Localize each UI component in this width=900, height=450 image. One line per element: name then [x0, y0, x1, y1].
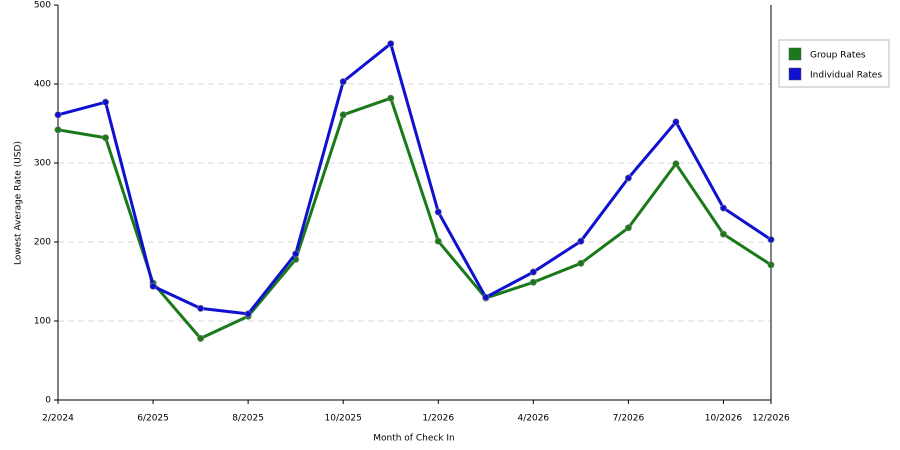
point	[244, 310, 252, 318]
point	[102, 134, 110, 142]
point	[529, 278, 537, 286]
point	[339, 78, 347, 86]
point	[719, 204, 727, 212]
legend-label: Group Rates	[810, 51, 866, 61]
y-axis-label: Lowest Average Rate (USD)	[14, 141, 24, 265]
legend-label: Individual Rates	[810, 71, 882, 81]
plot-frame	[57, 5, 772, 401]
point	[624, 224, 632, 232]
point	[102, 98, 110, 106]
legend-swatch	[788, 67, 802, 81]
x-tick-label: 6/2025	[137, 414, 169, 424]
point	[197, 304, 205, 312]
y-tick-label: 400	[34, 80, 51, 90]
point	[529, 268, 537, 276]
y-tick-label: 200	[34, 238, 51, 248]
legend-swatch	[788, 47, 802, 61]
point	[577, 259, 585, 267]
point	[672, 160, 680, 168]
y-tick-label: 500	[34, 1, 51, 11]
series-line	[57, 96, 772, 340]
x-tick-label: 4/2026	[517, 414, 549, 424]
point	[54, 111, 62, 119]
y-tick-label: 100	[34, 317, 51, 327]
point	[719, 230, 727, 238]
y-tick-label: 0	[45, 396, 51, 406]
point	[149, 282, 157, 290]
y-tick-label: 300	[34, 159, 51, 169]
point	[482, 293, 490, 301]
x-axis-label: Month of Check In	[373, 434, 455, 444]
point	[197, 334, 205, 342]
point	[767, 261, 775, 269]
x-tick-label: 12/2026	[752, 414, 790, 424]
point	[54, 126, 62, 134]
point	[577, 237, 585, 245]
point	[387, 40, 395, 48]
series-line	[57, 42, 772, 316]
point	[767, 236, 775, 244]
point	[672, 118, 680, 126]
point	[434, 208, 442, 216]
point	[624, 174, 632, 182]
x-tick-label: 10/2025	[325, 414, 362, 424]
x-tick-label: 2/2024	[42, 414, 74, 424]
point	[434, 237, 442, 245]
x-tick-label: 1/2026	[422, 414, 454, 424]
point	[292, 250, 300, 258]
point	[387, 94, 395, 102]
x-tick-label: 10/2026	[705, 414, 743, 424]
point	[339, 111, 347, 119]
x-tick-label: 8/2025	[232, 414, 264, 424]
x-tick-label: 7/2026	[613, 414, 645, 424]
